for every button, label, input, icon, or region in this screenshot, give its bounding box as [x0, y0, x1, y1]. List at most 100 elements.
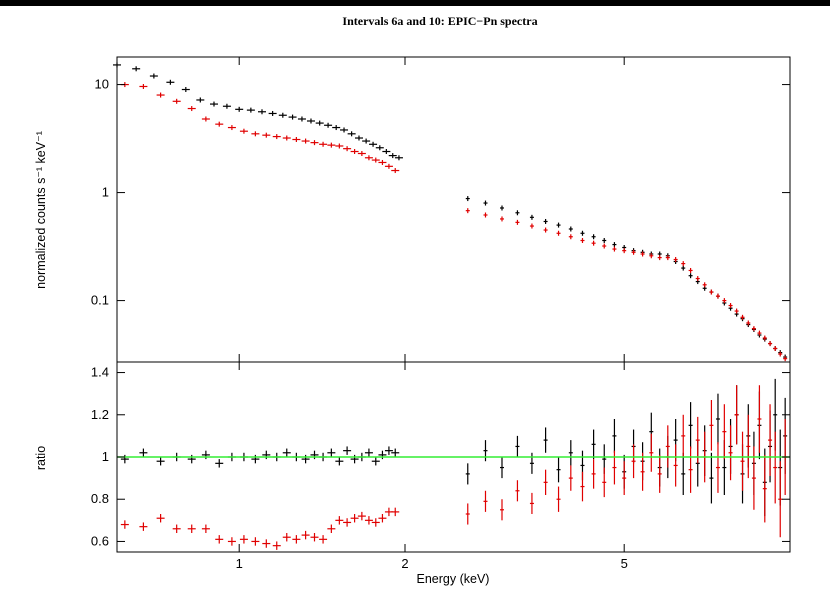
spectrum-point — [332, 125, 341, 131]
spectrum-point — [580, 237, 585, 243]
spectrum-point — [768, 341, 773, 347]
ratio-point — [139, 448, 148, 457]
ratio-y-axis-label: ratio — [34, 446, 48, 470]
spectrum-point — [602, 243, 607, 249]
spectrum-point — [631, 249, 636, 255]
spectrum-point — [773, 346, 778, 352]
spectrum-point — [172, 98, 181, 104]
ratio-point — [709, 452, 714, 504]
ratio-point — [156, 457, 165, 466]
spectrum-point — [384, 163, 393, 169]
spectrum-y-tick-label: 0.1 — [91, 293, 109, 308]
ratio-point — [364, 448, 373, 457]
spectrum-point — [543, 227, 548, 233]
spectrum-point — [181, 87, 190, 93]
ratio-point — [239, 535, 248, 544]
ratio-point — [515, 435, 520, 457]
ratio-point — [201, 450, 210, 460]
spectrum-point — [310, 140, 319, 146]
spectrum-point — [362, 138, 371, 144]
spectrum-point — [187, 106, 196, 112]
spectrum-point — [235, 106, 244, 112]
ratio-y-tick-label: 1.2 — [91, 407, 109, 422]
spectrum-point — [251, 131, 260, 137]
energy-x-axis-label: Energy (keV) — [417, 572, 490, 586]
spectrum-point — [757, 330, 762, 336]
spectrum-point — [382, 149, 391, 155]
spectrum-point — [622, 248, 627, 254]
spectrum-y-tick-label: 1 — [102, 185, 109, 200]
spectrum-point — [166, 79, 175, 85]
spectrum-panel: 10 1 0.1 normalized counts s⁻¹ keV⁻¹ — [34, 56, 791, 363]
ratio-point — [568, 440, 573, 466]
ratio-point — [483, 440, 488, 462]
ratio-point — [757, 385, 762, 453]
ratio-point — [343, 446, 352, 455]
spectrum-point — [139, 83, 148, 89]
ratio-x-tick-label: 5 — [621, 556, 628, 571]
spectrum-point — [657, 255, 662, 261]
spectrum-point — [591, 240, 596, 246]
ratio-y-tick-label: 0.8 — [91, 491, 109, 506]
ratio-point — [499, 499, 504, 521]
spectrum-point — [681, 261, 686, 267]
ratio-point — [695, 416, 700, 464]
spectrum-point — [268, 110, 277, 116]
spectrum-ticks: 10 1 0.1 — [91, 57, 790, 362]
spectrum-point — [227, 125, 236, 131]
ratio-point — [262, 539, 271, 548]
spectrum-point — [222, 103, 231, 109]
ratio-point — [602, 467, 607, 498]
ratio-x-tick-label: 2 — [401, 556, 408, 571]
ratio-data — [117, 378, 790, 550]
spectrum-point — [132, 66, 141, 72]
spectrum-point — [681, 265, 686, 271]
spectrum-point — [746, 320, 751, 326]
spectrum-point — [301, 138, 310, 144]
spectrum-point — [215, 121, 224, 127]
spectrum-point — [688, 267, 693, 273]
ratio-point — [262, 450, 271, 460]
spectrum-point — [728, 303, 733, 309]
spectrum-point — [602, 237, 607, 243]
spectrum-point — [288, 114, 297, 120]
spectrum-point — [375, 145, 384, 151]
spectrum-point — [640, 251, 645, 257]
ratio-y-tick-label: 1 — [102, 449, 109, 464]
spectrum-point — [272, 134, 281, 140]
spectrum-point — [378, 159, 387, 165]
spectrum-point — [262, 132, 271, 138]
spectrum-point — [740, 314, 745, 320]
spectrum-point — [388, 153, 397, 159]
spectrum-point — [580, 230, 585, 236]
ratio-point — [499, 457, 504, 479]
spectrum-point — [369, 141, 378, 147]
chart-title: Intervals 6a and 10: EPIC−Pn spectra — [342, 14, 537, 28]
spectrum-point — [357, 151, 366, 157]
ratio-point — [172, 524, 181, 533]
ratio-point — [120, 520, 129, 529]
ratio-point — [215, 459, 224, 468]
ratio-point — [688, 446, 693, 493]
spectrum-point — [335, 143, 344, 149]
ratio-point — [640, 452, 645, 491]
ratio-point — [335, 516, 344, 525]
spectrum-point — [196, 97, 205, 103]
spectrum-point — [688, 273, 693, 279]
spectrum-point — [783, 356, 788, 362]
spectrum-point — [483, 212, 488, 218]
spectrum-y-tick-label: 10 — [95, 77, 109, 92]
ratio-point — [327, 448, 336, 457]
spectrum-point — [568, 226, 573, 232]
spectrum-point — [483, 200, 488, 206]
spectrum-point — [465, 196, 470, 202]
ratio-point — [681, 414, 686, 457]
ratio-point — [139, 522, 148, 531]
spectrum-point — [702, 282, 707, 288]
spectrum-point — [556, 230, 561, 236]
spectrum-point — [343, 146, 352, 152]
ratio-point — [568, 465, 573, 491]
spectrum-point — [722, 298, 727, 304]
spectrum-point — [347, 131, 356, 137]
ratio-point — [251, 537, 260, 546]
